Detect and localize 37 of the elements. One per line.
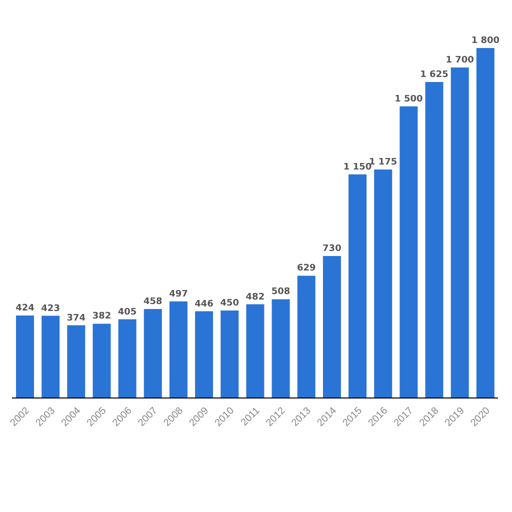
- data-label: 458: [143, 296, 162, 307]
- bar: [322, 256, 341, 398]
- data-label: 423: [41, 304, 60, 314]
- data-label: 629: [296, 264, 316, 274]
- bar: [450, 67, 469, 398]
- data-label: 1 500: [394, 94, 423, 104]
- bar: [16, 316, 34, 398]
- data-label: 1 150: [343, 162, 372, 172]
- bar: [144, 308, 162, 398]
- data-label: 424: [16, 304, 34, 314]
- data-label: 405: [118, 307, 137, 318]
- data-label: 450: [220, 298, 240, 308]
- bar: [92, 324, 111, 398]
- data-label: 374: [66, 313, 86, 324]
- bar: [476, 48, 494, 398]
- data-label: 497: [169, 289, 188, 300]
- data-label: 508: [271, 287, 290, 298]
- bar: [67, 325, 86, 398]
- data-label: 1 800: [471, 36, 500, 46]
- bar: [348, 174, 367, 398]
- data-label: 1 625: [420, 70, 448, 80]
- data-label: 1 700: [446, 55, 474, 66]
- bar: [220, 310, 239, 398]
- data-label: 482: [246, 292, 265, 302]
- bar: [425, 82, 444, 398]
- bar: [169, 301, 188, 398]
- bar: [118, 319, 136, 398]
- bar: [246, 304, 264, 398]
- bar: [400, 106, 418, 398]
- data-label: 446: [194, 299, 214, 310]
- bar: [42, 316, 60, 398]
- bar: [272, 299, 290, 398]
- bar: [195, 311, 214, 398]
- data-label: 382: [92, 312, 112, 322]
- bar: [297, 276, 316, 398]
- data-label: 730: [322, 244, 342, 254]
- bar: [374, 170, 392, 398]
